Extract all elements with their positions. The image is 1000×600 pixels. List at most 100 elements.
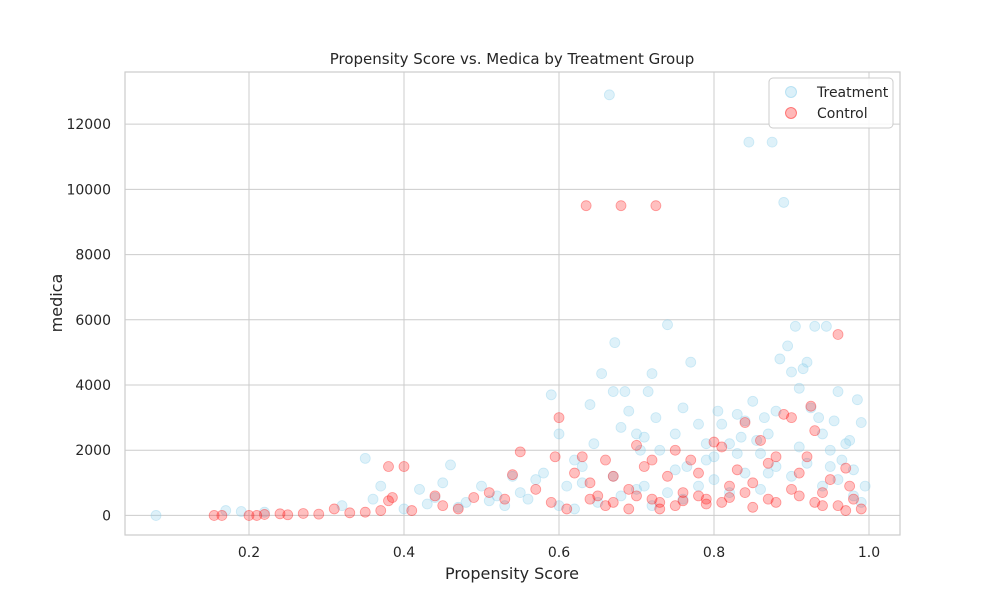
treatment-point-114: [855, 496, 867, 508]
treatment-point-45: [685, 356, 697, 368]
control-point-27: [545, 496, 557, 508]
treatment-point-61: [766, 136, 778, 148]
control-point-74: [646, 493, 658, 505]
control-point-3: [251, 510, 263, 521]
treatment-point-35: [634, 444, 646, 456]
treatment-point-30: [609, 337, 621, 349]
treatment-point-67: [789, 320, 801, 332]
control-point-67: [832, 329, 844, 340]
treatment-point-95: [708, 474, 720, 485]
treatment-point-94: [693, 480, 704, 492]
control-point-78: [739, 487, 751, 499]
treatment-point-84: [855, 417, 867, 428]
control-point-94: [817, 500, 828, 512]
treatment-point-46: [693, 418, 704, 430]
treatment-point-65: [782, 340, 794, 352]
treatment-point-22: [561, 480, 573, 492]
treatment-point-87: [569, 503, 580, 515]
control-point-42: [650, 200, 662, 212]
control-point-19: [437, 500, 449, 512]
treatment-point-90: [631, 483, 642, 495]
treatment-point-39: [650, 412, 662, 424]
control-point-46: [677, 487, 689, 499]
control-point-76: [693, 490, 704, 502]
treatment-point-6: [367, 493, 379, 505]
treatment-point-54: [739, 415, 751, 427]
control-point-60: [786, 412, 797, 424]
control-point-61: [793, 467, 805, 479]
treatment-point-105: [576, 477, 588, 489]
treatment-point-81: [844, 435, 856, 446]
control-point-62: [801, 451, 813, 463]
treatment-point-98: [755, 483, 766, 495]
control-point-64: [809, 425, 821, 437]
treatment-point-53: [735, 431, 747, 443]
treatment-point-69: [797, 363, 809, 375]
control-point-53: [731, 464, 743, 476]
control-point-83: [561, 503, 573, 515]
treatment-point-56: [747, 395, 759, 407]
control-point-77: [716, 496, 728, 508]
treatment-point-50: [716, 418, 728, 430]
legend-box: [768, 77, 894, 129]
treatment-point-103: [832, 474, 844, 485]
control-point-41: [646, 454, 658, 466]
control-point-68: [840, 462, 852, 474]
treatment-point-33: [623, 405, 635, 417]
legend-treatment-label: Treatment: [816, 85, 889, 101]
treatment-point-100: [786, 470, 797, 482]
control-point-39: [631, 439, 642, 451]
treatment-point-62: [770, 405, 782, 417]
treatment-points: [150, 89, 871, 521]
treatment-point-58: [755, 448, 766, 459]
treatment-point-23: [569, 454, 580, 466]
treatment-point-21: [553, 428, 565, 440]
control-point-17: [406, 505, 418, 516]
control-point-66: [824, 474, 836, 485]
treatment-point-5: [359, 452, 371, 464]
treatment-point-38: [646, 368, 658, 380]
treatment-point-113: [824, 461, 836, 472]
treatment-point-18: [530, 474, 542, 485]
treatment-point-115: [522, 493, 534, 505]
control-point-95: [840, 505, 852, 516]
treatment-point-13: [460, 496, 472, 508]
control-point-10: [344, 507, 356, 519]
treatment-point-29: [607, 386, 619, 397]
treatment-point-71: [805, 402, 817, 414]
x-axis-label: Propensity Score: [445, 564, 579, 583]
control-point-57: [762, 457, 774, 469]
x-tick-label: 1.0: [858, 545, 880, 561]
control-point-30: [569, 467, 580, 479]
control-point-54: [739, 417, 751, 428]
treatment-point-116: [499, 500, 511, 512]
treatment-point-17: [514, 487, 526, 499]
legend-control-label: Control: [817, 106, 868, 122]
treatment-point-101: [801, 457, 813, 469]
control-point-52: [724, 480, 735, 492]
treatment-point-111: [762, 467, 774, 479]
treatment-point-77: [828, 415, 840, 427]
control-point-36: [607, 470, 619, 482]
axes-frame: [124, 71, 901, 536]
treatment-point-55: [743, 136, 755, 148]
control-point-45: [669, 444, 681, 456]
control-point-15: [386, 492, 398, 503]
y-tick-label: 4000: [75, 378, 111, 394]
treatment-point-79: [836, 454, 848, 466]
treatment-point-99: [770, 461, 782, 472]
treatment-point-16: [507, 470, 518, 482]
control-point-38: [623, 483, 635, 495]
treatment-point-109: [700, 454, 712, 466]
treatment-point-57: [751, 435, 763, 446]
treatment-point-26: [588, 438, 600, 450]
control-point-86: [631, 490, 642, 502]
x-tick-label: 0.8: [703, 545, 725, 561]
treatment-point-28: [603, 89, 615, 101]
treatment-point-41: [662, 319, 673, 331]
control-point-1: [216, 510, 228, 521]
control-point-16: [398, 461, 410, 472]
control-point-51: [716, 441, 728, 453]
treatment-point-86: [553, 500, 565, 512]
